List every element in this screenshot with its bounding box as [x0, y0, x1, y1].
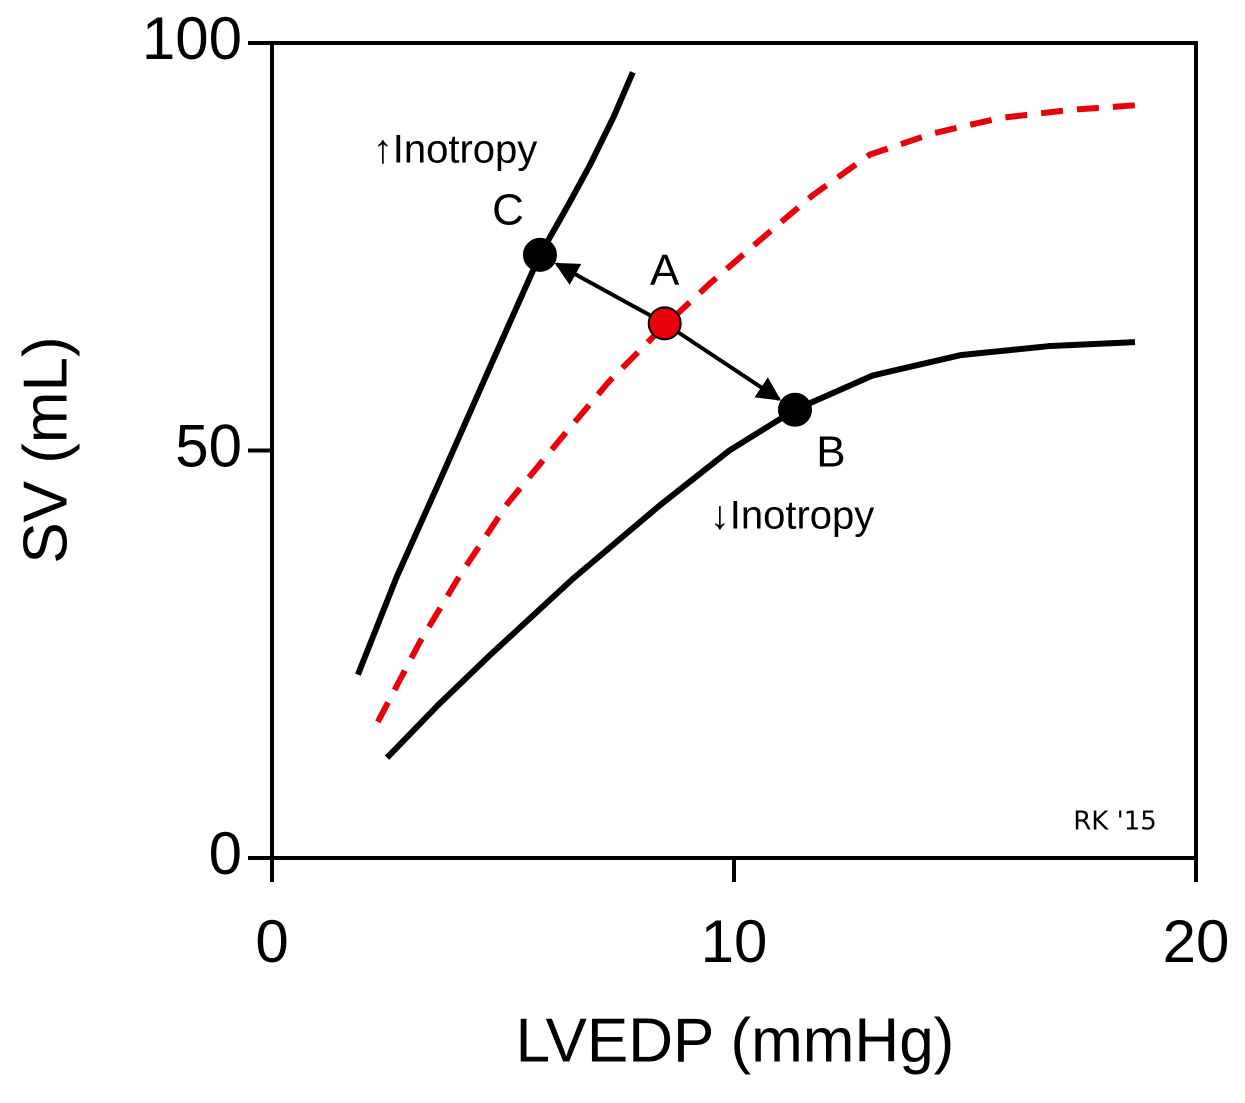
point [647, 306, 682, 341]
x-tick-label: 10 [701, 908, 768, 975]
x-axis-title: LVEDP (mmHg) [516, 1006, 955, 1075]
y-tick-label: 50 [175, 412, 242, 479]
arrow [554, 262, 651, 317]
point [522, 237, 557, 272]
point-label: B [816, 427, 845, 476]
point-label: A [650, 246, 680, 295]
y-axis-title: SV (mL) [11, 336, 80, 563]
x-tick-label: 20 [1163, 908, 1230, 975]
curve [375, 101, 1141, 724]
signature: RK '15 [1073, 807, 1157, 837]
annotation: ↓Inotropy [710, 494, 875, 538]
curve [384, 339, 1136, 760]
annotation: ↑Inotropy [373, 128, 538, 172]
x-tick-label: 0 [255, 908, 288, 975]
point [777, 392, 812, 427]
point-label: C [492, 186, 524, 235]
y-tick-label: 100 [142, 5, 242, 72]
y-tick-label: 0 [209, 820, 242, 887]
arrow [677, 331, 782, 401]
